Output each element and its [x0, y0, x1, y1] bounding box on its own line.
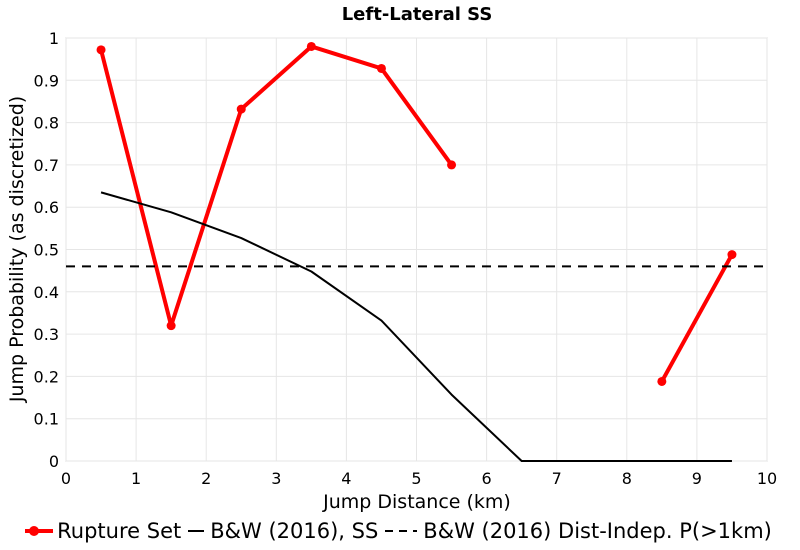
series-layer	[66, 41, 767, 462]
series-line	[100, 191, 732, 462]
legend-item-rupture-set: Rupture Set	[24, 519, 181, 543]
series-0	[96, 41, 737, 386]
chart-title: Left-Lateral SS	[342, 4, 493, 25]
data-point	[727, 250, 737, 260]
legend-label-rupture-set: Rupture Set	[57, 519, 182, 543]
data-point	[447, 160, 457, 170]
x-tick-label: 1	[131, 469, 141, 488]
x-tick-label: 7	[552, 469, 562, 488]
y-tick-label: 0.5	[34, 241, 59, 260]
x-tick-label: 3	[271, 469, 281, 488]
data-point	[657, 376, 667, 386]
x-axis-label: Jump Distance (km)	[322, 491, 511, 513]
x-tick-label: 8	[622, 469, 632, 488]
legend-swatch-black-dashed-line	[385, 530, 418, 532]
y-tick-label: 0.1	[34, 410, 59, 429]
y-tick-label: 0.7	[34, 156, 59, 175]
x-tick-label: 9	[692, 469, 702, 488]
series-1	[100, 191, 732, 462]
data-point	[376, 63, 386, 73]
x-tick-label: 6	[482, 469, 492, 488]
chart: Left-Lateral SS 0 1 2 3 4 5 6 7 8 9 10 00.10.20.30…	[6, 4, 777, 513]
legend: Rupture Set B&W (2016), SS B&W (2016) Di…	[0, 516, 800, 546]
x-tick-label: 4	[341, 469, 351, 488]
y-tick-label: 0.8	[34, 114, 59, 133]
legend-label-bw-dist-indep: B&W (2016) Dist-Indep. P(>1km)	[423, 519, 772, 543]
y-tick-label: 0.4	[34, 283, 59, 302]
data-point	[236, 104, 246, 114]
y-tick-label: 0.3	[34, 325, 59, 344]
legend-swatch-black-line	[188, 530, 205, 532]
x-tick-label: 2	[201, 469, 211, 488]
legend-swatch-red-marker-line	[25, 526, 54, 536]
x-tick-labels: 0 1 2 3 4 5 6 7 8 9 10	[61, 469, 777, 488]
x-tick-label: 5	[411, 469, 421, 488]
data-point	[166, 321, 176, 331]
y-tick-label: 0.6	[34, 198, 59, 217]
series-line	[99, 44, 454, 328]
y-tick-labels: 0 0.1 0.2 0.3 0.4 0.5 0.6 0.7 0.8 0.9 1	[34, 29, 59, 471]
y-tick-label: 0.2	[34, 367, 59, 386]
data-point	[306, 41, 316, 51]
series-line	[660, 253, 734, 383]
x-tick-label: 10	[757, 469, 777, 488]
y-tick-label: 1	[49, 29, 59, 48]
legend-label-bw-ss: B&W (2016), SS	[210, 519, 379, 543]
data-point	[96, 45, 106, 55]
grid-lines	[65, 37, 768, 462]
legend-item-bw-dist-indep: B&W (2016) Dist-Indep. P(>1km)	[382, 519, 772, 543]
y-tick-label: 0	[49, 452, 59, 471]
legend-item-bw-ss: B&W (2016), SS	[185, 519, 378, 543]
y-axis-label: Jump Probability (as discretized)	[6, 96, 28, 403]
x-tick-label: 0	[61, 469, 71, 488]
y-tick-label: 0.9	[34, 71, 59, 90]
